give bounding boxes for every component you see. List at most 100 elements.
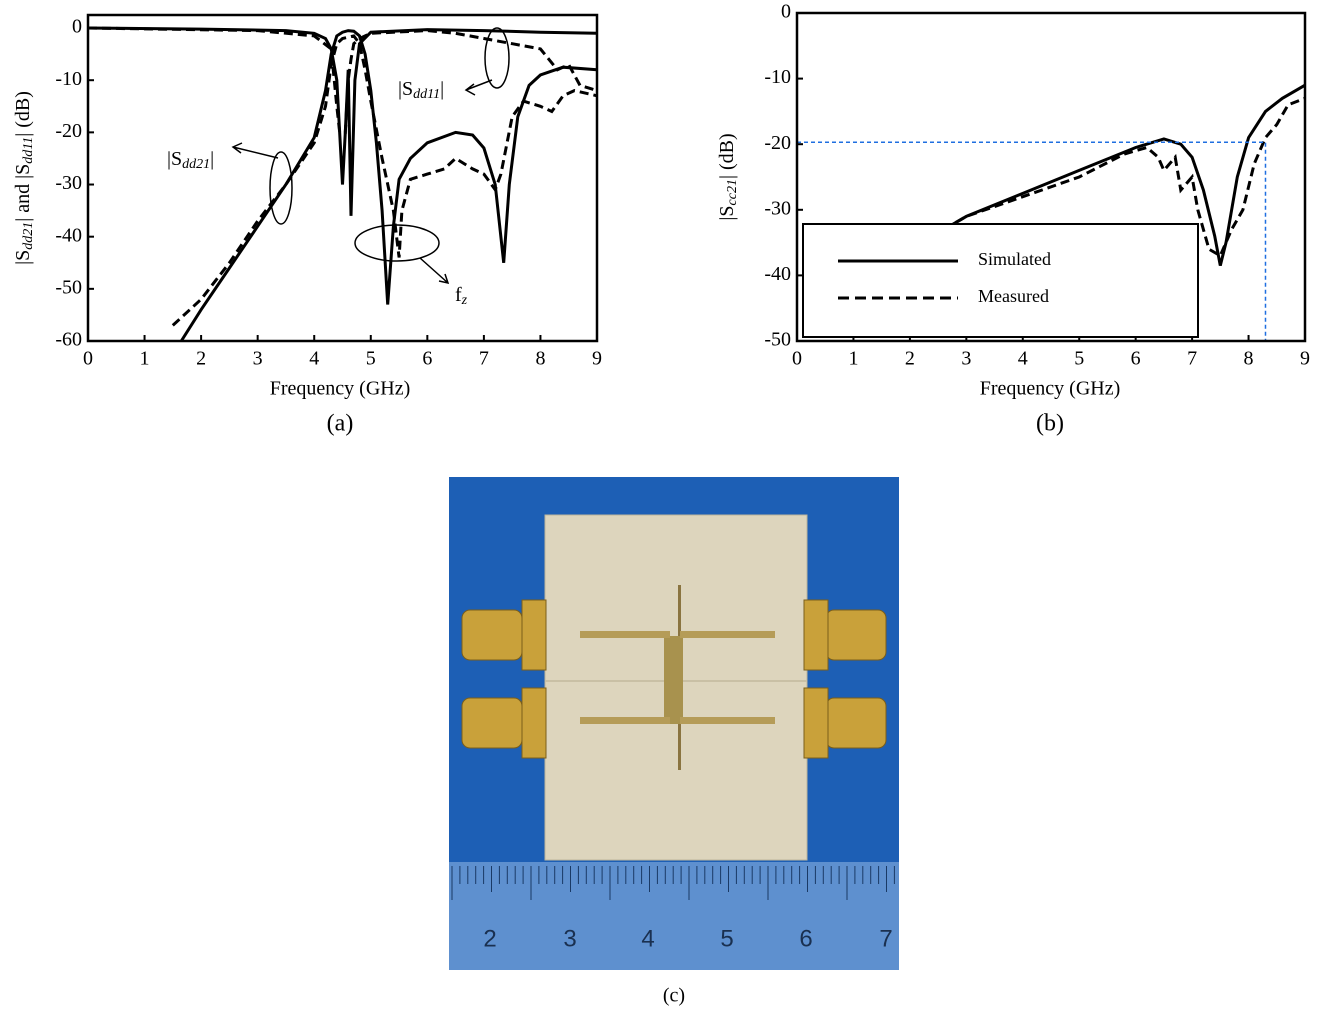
x-tick-label: 0 (83, 348, 93, 370)
annotation-part: |S (167, 148, 182, 170)
ruler-ticks: 2 3 4 5 6 7 (451, 866, 895, 952)
caption: (b) (1036, 411, 1064, 437)
annotation-part: |S (398, 78, 413, 100)
connector (461, 697, 523, 749)
connectors (461, 599, 887, 759)
x-tick-label: 3 (961, 348, 971, 370)
annotation: fz (455, 284, 468, 309)
connector (825, 697, 887, 749)
photo: 2 3 4 5 6 7 (449, 477, 899, 970)
y-tick-label: -50 (764, 329, 791, 351)
feed-line (580, 631, 670, 638)
x-tick-label: 1 (848, 348, 858, 370)
x-tick-label: 7 (479, 348, 489, 370)
y-axis-label: |Sdd21| and |Sdd11| (dB) (12, 91, 37, 265)
y-axis-label-part: |S (716, 205, 738, 220)
annotation: |Sdd21| (167, 148, 214, 173)
y-axis-label-part: | (dB) (12, 91, 34, 137)
legend-label: Simulated (978, 249, 1051, 269)
y-tick-label: -40 (764, 263, 791, 285)
x-tick-label: 3 (253, 348, 263, 370)
annotation-part: | (440, 78, 444, 100)
ruler-label: 6 (799, 925, 812, 952)
annotation-part: dd11 (413, 87, 440, 102)
legend-box (802, 223, 1199, 338)
x-tick-label: 4 (309, 348, 319, 370)
y-tick-label: -30 (55, 172, 82, 194)
y-tick-label: -30 (764, 197, 791, 219)
annotation-part: z (461, 293, 468, 308)
x-tick-label: 9 (592, 348, 602, 370)
line (943, 96, 1306, 258)
legend: Simulated Measured (802, 223, 1199, 338)
x-tick-label: 8 (535, 348, 545, 370)
connector (825, 609, 887, 661)
line (87, 26, 598, 216)
y-tick-label: -10 (764, 66, 791, 88)
x-tick-label: 5 (1074, 348, 1084, 370)
connector (461, 609, 523, 661)
x-axis-label: Frequency (GHz) (980, 378, 1121, 400)
annotation-shape (231, 142, 279, 159)
connector (521, 687, 547, 759)
x-tick-label: 5 (366, 348, 376, 370)
ruler-label: 3 (563, 925, 576, 952)
ruler-label: 5 (720, 925, 733, 952)
y-axis-label-part: dd21 (21, 222, 36, 250)
line (180, 29, 598, 342)
y-tick-label: -40 (55, 224, 82, 246)
y-axis-label-part: cc21 (725, 179, 740, 205)
ruler (449, 862, 899, 970)
caption: (a) (327, 411, 354, 437)
y-tick-label: 0 (72, 16, 82, 38)
y-axis-label: |Scc21| (dB) (716, 133, 741, 220)
x-tick-label: 8 (1244, 348, 1254, 370)
connector (803, 599, 829, 671)
connector (803, 687, 829, 759)
annotation: |Sdd11| (398, 78, 444, 103)
feed-line (680, 717, 775, 724)
chart: 0 1 2 3 4 5 6 7 8 9 0 -10 -20 -30 -40 -50 Frequency (GHz… (716, 1, 1310, 437)
line (87, 26, 598, 134)
annotation-shape (354, 224, 440, 262)
y-tick-label: -20 (764, 132, 791, 154)
x-tick-label: 7 (1187, 348, 1197, 370)
ruler-label: 4 (641, 925, 654, 952)
plot-frame (86, 13, 599, 343)
y-axis-label-part: | and |S (12, 164, 34, 222)
y-axis-label-part: |S (12, 250, 34, 265)
x-tick-label: 6 (1131, 348, 1141, 370)
y-tick-label: -10 (55, 68, 82, 90)
x-tick-label: 1 (140, 348, 150, 370)
y-tick-label: -60 (55, 329, 82, 351)
y-tick-label: -50 (55, 276, 82, 298)
annotation-shape (464, 79, 493, 96)
annotation-part: | (210, 148, 214, 170)
reference-line (797, 141, 1267, 341)
line (171, 34, 598, 327)
plot-frame (795, 11, 1307, 343)
x-tick-label: 2 (905, 348, 915, 370)
x-tick-label: 2 (196, 348, 206, 370)
y-axis-label-part: dd11 (21, 137, 36, 164)
y-tick-label: 0 (781, 1, 791, 23)
connector (521, 599, 547, 671)
feed-line (680, 631, 775, 638)
feed-line (580, 717, 670, 724)
ruler-label: 2 (483, 925, 496, 952)
x-tick-label: 9 (1300, 348, 1310, 370)
annotation-shape (419, 257, 450, 285)
annotation-shape (484, 27, 510, 89)
annotation-shape (269, 151, 293, 225)
caption: (c) (663, 985, 685, 1007)
legend-label: Measured (978, 286, 1049, 306)
x-tick-label: 4 (1018, 348, 1028, 370)
y-axis-label-part: | (dB) (716, 133, 738, 179)
y-tick-label: -20 (55, 120, 82, 142)
annotation-part: dd21 (182, 157, 210, 172)
ruler-label: 7 (879, 925, 892, 952)
annotation-part: f (455, 284, 462, 306)
coupled-line (664, 636, 683, 724)
x-tick-label: 6 (422, 348, 432, 370)
